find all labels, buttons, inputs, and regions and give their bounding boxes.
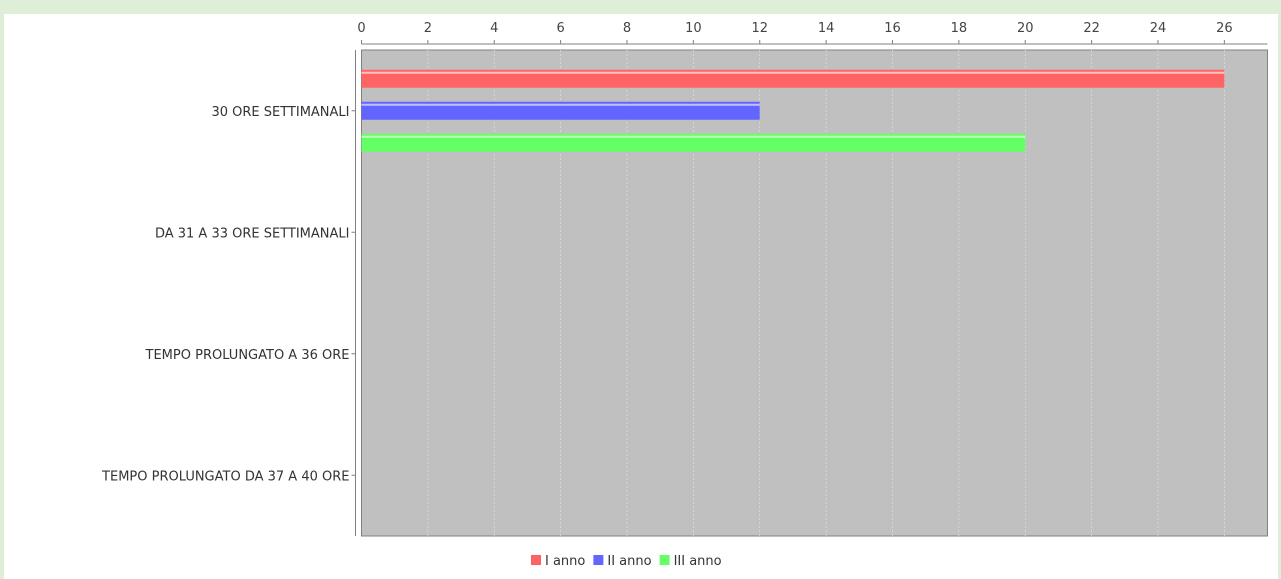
- value-axis-tick-label: 0: [357, 21, 365, 36]
- legend-label: II anno: [607, 554, 651, 569]
- category-label: 30 ORE SETTIMANALI: [211, 105, 349, 120]
- value-axis-tick-label: 4: [490, 21, 498, 36]
- bar-iii-anno: [361, 133, 1026, 152]
- bar-ii-anno: [361, 101, 760, 120]
- category-label: DA 31 A 33 ORE SETTIMANALI: [155, 226, 350, 241]
- legend-swatch: [659, 555, 670, 565]
- category-label: TEMPO PROLUNGATO DA 37 A 40 ORE: [101, 469, 349, 484]
- chart-panel: 0 2 4 6 8 10 12 14 16 18 20 22 24 26 30 ORE SETTIMANAL…: [4, 14, 1278, 579]
- legend-label: III anno: [674, 554, 722, 569]
- value-axis-tick-label: 2: [424, 21, 432, 36]
- value-axis-tick-label: 6: [556, 21, 564, 36]
- bar-highlight: [361, 135, 1026, 138]
- bar-i-anno: [361, 69, 1225, 88]
- value-axis-tick-label: 26: [1216, 21, 1233, 36]
- value-axis-tick-label: 16: [884, 21, 901, 36]
- legend-label: I anno: [545, 554, 585, 569]
- legend-swatch: [531, 555, 541, 565]
- value-axis-tick-label: 12: [751, 21, 768, 36]
- value-axis-tick-label: 24: [1150, 21, 1167, 36]
- value-axis-tick-label: 20: [1017, 21, 1034, 36]
- plot-area: [361, 49, 1268, 537]
- value-axis-tick-label: 8: [623, 21, 631, 36]
- legend-swatch: [593, 555, 604, 565]
- category-label: TEMPO PROLUNGATO A 36 ORE: [145, 348, 350, 363]
- value-axis-tick-label: 10: [685, 21, 702, 36]
- value-axis-tick-label: 18: [951, 21, 968, 36]
- value-axis-tick-label: 14: [818, 21, 835, 36]
- value-axis-tick-label: 22: [1083, 21, 1100, 36]
- bar-highlight: [361, 71, 1225, 74]
- bar-highlight: [361, 103, 760, 106]
